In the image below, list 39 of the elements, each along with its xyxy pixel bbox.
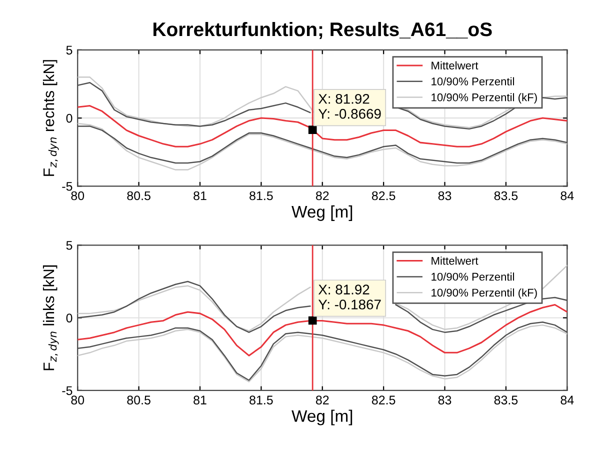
x-tick-label: 84	[560, 191, 574, 200]
y-tick-label: 0	[66, 314, 72, 322]
legend-label: 10/90% Perzentil (kF)	[432, 288, 537, 299]
y-axis-title: F$_{z,dyn}$ rechts [kN]	[42, 60, 59, 176]
x-tick-label: 81	[194, 191, 206, 200]
x-tick-label: 83	[438, 191, 452, 200]
line-series	[78, 105, 568, 148]
legend-label: 10/90% Perzentil (kF)	[432, 93, 537, 104]
annotation: X: 81.92 Y: -0.8669	[318, 94, 381, 119]
y-axis-title: F$_{z,dyn}$ links [kN]	[42, 265, 59, 370]
legend-label: Mittelwert	[432, 256, 478, 265]
x-tick-label: 80.5	[127, 191, 150, 200]
x-tick-label: 80.5	[127, 396, 150, 404]
x-tick-label: 83.5	[494, 191, 518, 200]
chart-title: Korrekturfunktion; Results_A61__oS	[154, 22, 492, 40]
legend-label: 10/90% Perzentil	[432, 77, 514, 86]
x-tick-label: 82.5	[372, 191, 396, 200]
x-tick-label: 83.5	[494, 396, 518, 404]
x-tick-label: 81	[194, 396, 206, 404]
x-tick-label: 84	[560, 396, 574, 404]
annotation: X: 81.92 Y: -0.1867	[318, 284, 381, 310]
x-tick-label: 83	[438, 396, 452, 404]
y-tick-label: 5	[66, 241, 72, 250]
x-tick-label: 80	[71, 396, 84, 404]
x-tick-label: 81.5	[250, 191, 273, 200]
y-tick-label: -5	[62, 386, 72, 396]
legend-label: 10/90% Perzentil	[432, 272, 514, 281]
x-tick-label: 82.5	[372, 396, 396, 404]
line-series	[78, 122, 568, 170]
x-tick-label: 80	[71, 191, 84, 200]
x-tick-label: 82	[316, 396, 329, 404]
x-tick-label: 81.5	[250, 396, 273, 404]
y-tick-label: 0	[66, 114, 72, 123]
y-tick-label: -5	[62, 182, 72, 191]
x-axis-title: Weg [m]	[292, 410, 352, 426]
legend-label: Mittelwert	[432, 61, 478, 70]
x-tick-label: 82	[316, 191, 329, 200]
y-tick-label: 5	[66, 46, 72, 55]
x-axis-title: Weg [m]	[292, 205, 352, 221]
